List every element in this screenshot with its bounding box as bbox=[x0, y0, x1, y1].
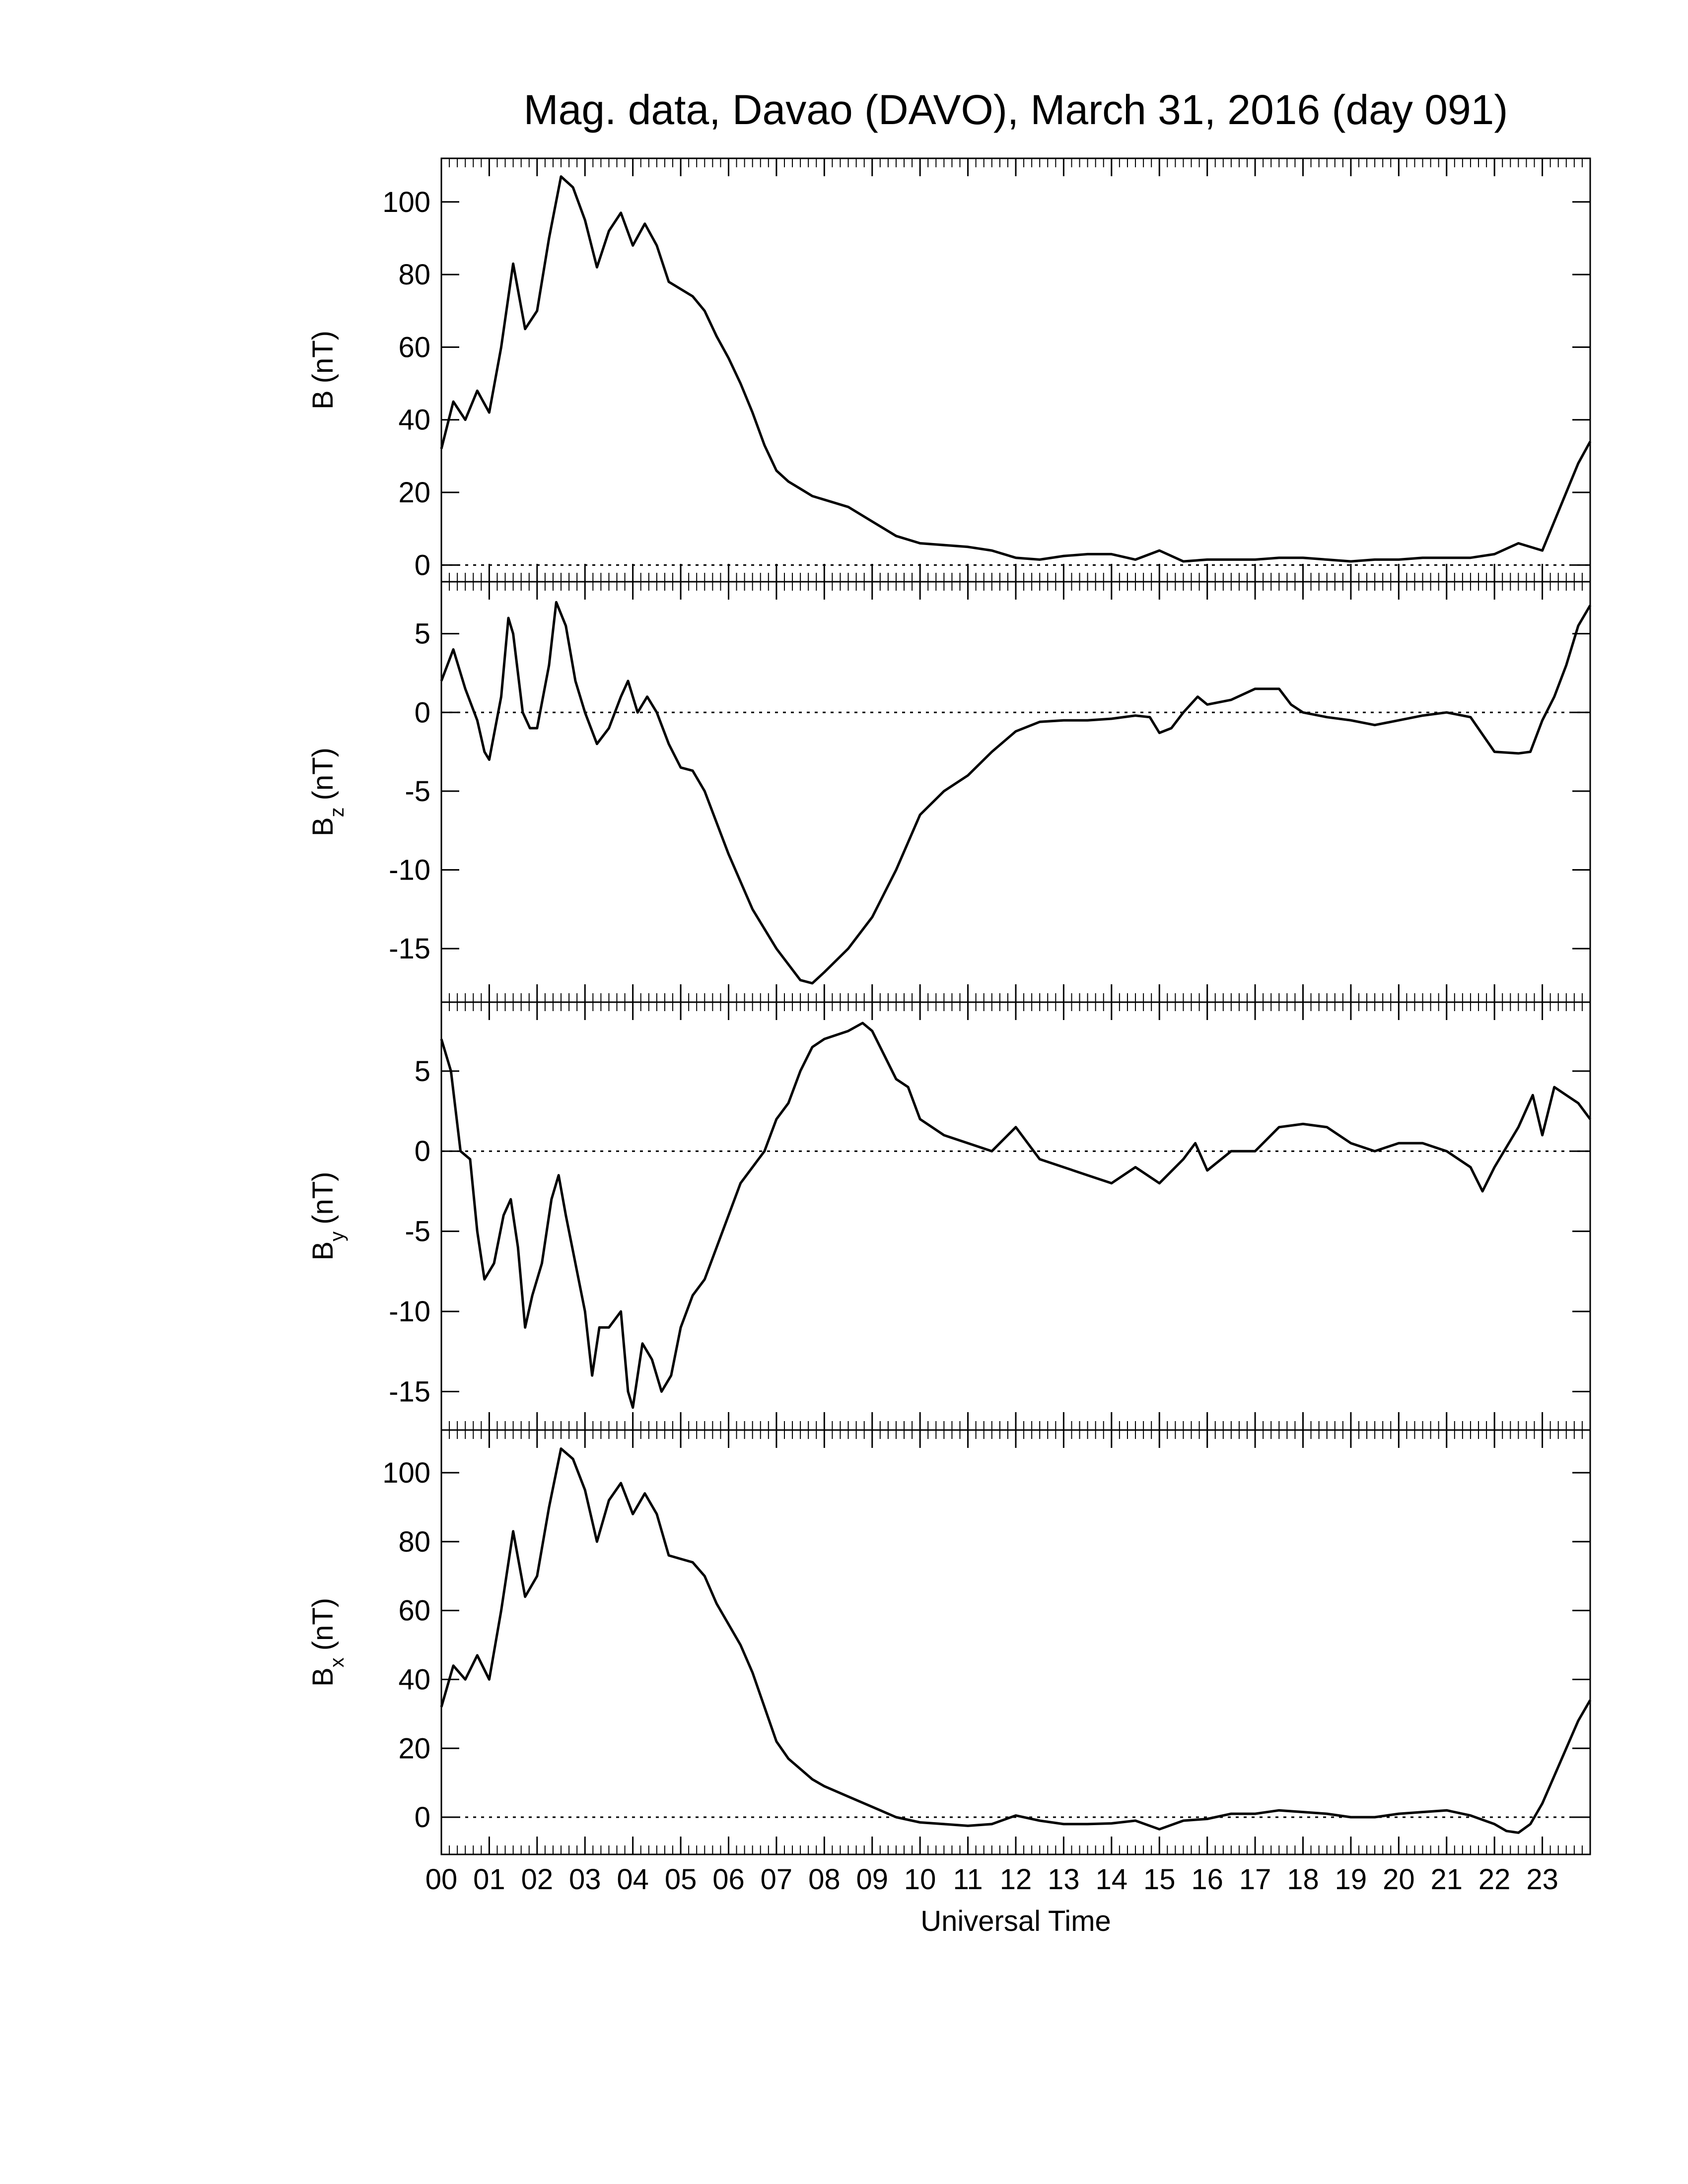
y-label-unit: (nT) bbox=[307, 1171, 339, 1224]
x-tick-label: 14 bbox=[1096, 1863, 1128, 1896]
y-label-main: B bbox=[307, 390, 339, 410]
y-label-sub: y bbox=[326, 1231, 348, 1241]
panel: 00 01 02 03 04 05 06 07 08 09 10 11 12 13 14 15 16 17 18 19… bbox=[307, 1429, 1592, 1937]
x-tick-label: 17 bbox=[1239, 1863, 1271, 1896]
y-tick-label: 80 bbox=[398, 259, 430, 291]
x-tick-label: 16 bbox=[1191, 1863, 1223, 1896]
x-tick-label: 12 bbox=[1000, 1863, 1032, 1896]
chart-title: Mag. data, Davao (DAVO), March 31, 2016 … bbox=[524, 86, 1508, 133]
data-line bbox=[440, 1447, 1592, 1834]
y-label-sub: x bbox=[326, 1657, 348, 1667]
y-tick-label: 40 bbox=[398, 1663, 430, 1696]
y-tick-label: 100 bbox=[382, 186, 430, 218]
plot-frame bbox=[440, 1429, 1591, 1855]
x-tick-label: 20 bbox=[1383, 1863, 1415, 1896]
panel: -15 -10 -5 0 5 By (nT) bbox=[307, 1001, 1592, 1431]
y-tick-label: 0 bbox=[415, 1801, 430, 1834]
y-tick-label: 20 bbox=[398, 1732, 430, 1765]
x-tick-label: 11 bbox=[953, 1863, 983, 1896]
y-tick-label: -15 bbox=[389, 1376, 430, 1408]
y-label-main: B bbox=[307, 1667, 339, 1687]
y-tick-label: 80 bbox=[398, 1526, 430, 1558]
x-axis-label: Universal Time bbox=[920, 1905, 1111, 1937]
x-tick-label: 21 bbox=[1430, 1863, 1463, 1896]
x-tick-label: 18 bbox=[1287, 1863, 1319, 1896]
y-label-unit: (nT) bbox=[307, 748, 339, 800]
x-tick-label: 19 bbox=[1335, 1863, 1367, 1896]
y-tick-label: 0 bbox=[415, 549, 430, 581]
y-label-main: B bbox=[307, 817, 339, 836]
y-tick-label: 40 bbox=[398, 404, 430, 436]
y-tick-label: 5 bbox=[415, 618, 430, 650]
y-tick-label: 60 bbox=[398, 331, 430, 363]
x-tick-label: 08 bbox=[808, 1863, 841, 1896]
y-tick-label: -5 bbox=[405, 775, 430, 808]
y-label-unit: (nT) bbox=[307, 331, 339, 383]
x-tick-label: 22 bbox=[1478, 1863, 1511, 1896]
x-tick-label: 06 bbox=[712, 1863, 745, 1896]
y-label-main: B bbox=[307, 1241, 339, 1261]
y-label-sub: z bbox=[326, 807, 348, 817]
y-tick-label: 20 bbox=[398, 477, 430, 509]
x-tick-label: 23 bbox=[1526, 1863, 1558, 1896]
y-tick-label: 0 bbox=[415, 696, 430, 729]
y-tick-label: -5 bbox=[405, 1216, 430, 1248]
panel: -15 -10 -5 0 5 Bz (nT) bbox=[307, 581, 1592, 1003]
y-axis-label: By (nT) bbox=[307, 1171, 348, 1260]
x-tick-label: 10 bbox=[904, 1863, 936, 1896]
data-line bbox=[440, 1022, 1592, 1409]
x-tick-label: 04 bbox=[617, 1863, 649, 1896]
y-tick-label: 100 bbox=[382, 1457, 430, 1489]
panel: 0 20 40 60 80 100 B (nT) bbox=[307, 157, 1592, 583]
x-tick-label: 15 bbox=[1143, 1863, 1176, 1896]
y-tick-label: -10 bbox=[389, 854, 430, 887]
data-line bbox=[440, 601, 1592, 985]
data-line bbox=[440, 175, 1592, 563]
x-tick-label: 09 bbox=[856, 1863, 888, 1896]
x-tick-label: 00 bbox=[425, 1863, 458, 1896]
y-tick-label: 60 bbox=[398, 1595, 430, 1627]
y-tick-label: -10 bbox=[389, 1296, 430, 1328]
y-tick-label: 0 bbox=[415, 1135, 430, 1167]
x-tick-label: 07 bbox=[761, 1863, 793, 1896]
y-tick-label: 5 bbox=[415, 1055, 430, 1088]
y-tick-label: -15 bbox=[389, 933, 430, 965]
y-label-unit: (nT) bbox=[307, 1598, 339, 1650]
x-tick-label: 02 bbox=[521, 1863, 554, 1896]
y-axis-label: Bx (nT) bbox=[307, 1598, 348, 1687]
x-tick-label: 01 bbox=[473, 1863, 505, 1896]
x-tick-label: 03 bbox=[569, 1863, 601, 1896]
x-tick-label: 13 bbox=[1048, 1863, 1080, 1896]
y-axis-label: Bz (nT) bbox=[307, 748, 348, 836]
y-axis-label: B (nT) bbox=[307, 331, 339, 410]
x-tick-label: 05 bbox=[665, 1863, 697, 1896]
